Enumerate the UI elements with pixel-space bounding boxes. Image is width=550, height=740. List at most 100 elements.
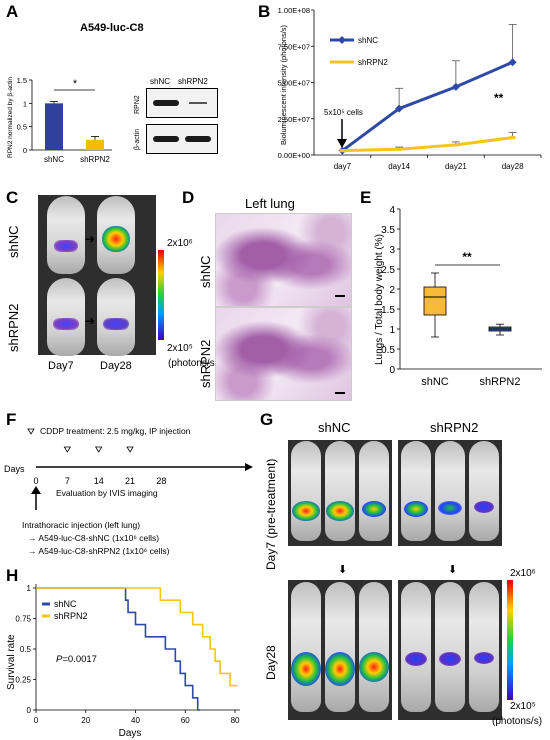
panel-a-ytick-label: 1 [23,99,27,108]
panel-d-row-shrpn2: shRPN2 [198,339,213,388]
panel-e-ylabel: Lungs / Total body weight (%) [374,234,385,365]
panel-h-legend: shNC shRPN2 [42,599,88,621]
panel-c-row-shnc: shNC [6,225,21,258]
mouse-g-3 [401,441,431,541]
signal-g-3 [404,501,428,517]
panel-c-row-shrpn2: shRPN2 [6,303,21,352]
panel-a-xtick-label: shNC [44,155,64,164]
panel-h-xlabel: Days [119,728,142,739]
panel-b-point [452,143,459,147]
panel-f-days: Days [4,464,25,474]
panel-b-series-shNC [341,60,514,152]
panel-b-point [395,104,404,113]
panel-h-ytick-label: 0 [27,706,32,715]
panel-b-point [508,58,517,67]
panel-b-ytick-label: 2.50E+07 [278,115,310,124]
panel-b-sig: ** [494,91,504,105]
panel-f-line1: → A549-luc-C8-shNC (1x10⁶ cells) [28,533,159,543]
scale-bar-d-2 [335,392,345,394]
signal-c-shrpn2-day7 [53,318,79,330]
panel-a-bar-shNC [45,103,63,150]
panel-a-title: A549-luc-C8 [80,22,144,34]
panel-b-xtick-label: day28 [502,162,524,171]
mouse-g-2 [359,441,389,541]
panel-b-legend-shnc: shNC [358,36,378,45]
histology-shrpn2 [215,307,352,401]
panel-f-cddp-marker [63,446,72,453]
panel-label-d: D [182,188,195,207]
panel-g-col-shrpn2: shRPN2 [430,420,479,435]
panel-e-sig: ** [462,250,472,264]
histology-shnc [215,213,352,307]
signal-c-shrpn2-day28 [103,318,129,330]
blot-lane-shnc: shNC [150,77,171,86]
blot-row-actin: β-actin [134,128,141,150]
panel-e-ytick-label: 3.5 [381,225,395,236]
panel-a-sig: * [73,78,78,90]
arrow-c-1: ➔ [85,232,96,246]
panel-f-axis-arrow [245,463,253,471]
panel-e-ytick-label: 4 [389,205,395,216]
panel-f-cddp-marker [126,446,134,453]
panel-b-annotation: 5x10⁵ cells [324,108,363,117]
panel-label-c: C [6,188,19,207]
panel-f-tick-label: 21 [125,476,135,486]
signal-g-11 [474,652,494,664]
mouse-c-shnc-day28 [97,196,135,274]
panel-label-e: E [360,188,372,207]
panel-b-ylabel: Bioluminescent intensity (photons/s) [279,24,288,145]
panel-b-ytick-label: 1.00E+08 [278,6,310,15]
panel-b-legend-shrpn2: shRPN2 [358,58,388,67]
panel-e-box-shNC [423,286,447,316]
mouse-g-9 [401,582,431,712]
panel-f-eval: Evaluation by IVIS imaging [56,488,158,498]
panel-g-colorbar [507,580,513,700]
panel-b-series-shRPN2 [342,136,513,153]
mouse-g-6 [291,582,321,712]
signal-g-6 [291,652,321,686]
panel-e-ytick-label: 0 [389,365,395,376]
signal-c-shnc-day28 [102,226,130,252]
panel-e-ytick-label: 0.5 [381,345,395,356]
scale-bar-d-1 [335,295,345,297]
panel-b-xtick-label: day21 [445,162,467,171]
signal-g-4 [438,501,462,515]
mouse-c-shnc-day7 [47,196,85,274]
mouse-g-8 [359,582,389,712]
panel-b-arrow-head [337,139,347,148]
panel-label-g: G [260,410,274,429]
panel-b-ytick-label: 7.50E+07 [278,42,310,51]
panel-d-row-shnc: shNC [198,255,213,288]
panel-e-ytick-label: 1 [389,325,395,336]
panel-b-xtick-label: day7 [334,162,352,171]
panel-f-cddp: CDDP treatment: 2.5 mg/kg, IP injection [40,426,191,436]
panel-label-a: A [6,2,19,21]
signal-g-1 [326,501,354,521]
signal-g-0 [292,501,320,521]
panel-f-injection: Intrathoracic injection (left lung) [22,520,140,530]
mouse-c-shrpn2-day28 [97,278,135,356]
panel-b-point [339,149,346,153]
panel-f-timeline: CDDP treatment: 2.5 mg/kg, IP injection … [4,426,253,556]
panel-label-h: H [6,566,19,585]
panel-a-ytick-label: 0 [23,146,27,155]
mouse-g-1 [325,441,355,541]
signal-g-8 [359,652,389,682]
blot-band-rpn2-shrpn2 [189,102,207,104]
panel-b-point [451,82,460,91]
panel-f-tick-label: 0 [33,476,38,486]
panel-g-scale-bottom: 2x10⁵ [510,701,536,712]
panel-b-point [509,136,516,140]
panel-d-title: Left lung [245,196,295,211]
panel-h-xtick-label: 60 [181,716,190,725]
panel-c-scale-bottom: 2x10⁵ [167,343,193,354]
panel-b-ytick-label: 5.00E+07 [278,79,310,88]
signal-g-7 [325,652,355,686]
panel-h-xtick-label: 0 [34,716,39,725]
panel-b-line-chart: Bioluminescent intensity (photons/s) 0.0… [278,6,542,171]
panel-e-box-chart: Lungs / Total body weight (%) 0 0.5 1 1.5 2 2… [374,205,542,388]
signal-g-9 [405,652,427,666]
panel-c-colorbar [158,250,164,340]
panel-f-tick-label: 14 [94,476,104,486]
blot-actin [146,124,218,154]
